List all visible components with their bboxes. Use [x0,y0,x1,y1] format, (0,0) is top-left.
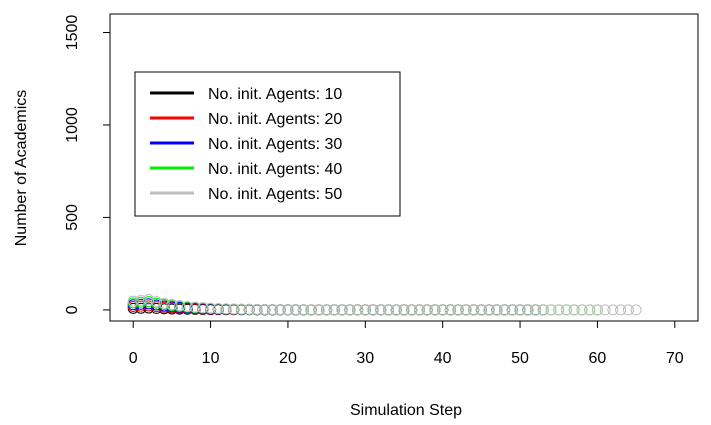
legend: No. init. Agents: 10 No. init. Agents: 20… [134,71,401,217]
data-point [522,304,534,316]
legend-label: No. init. Agents: 40 [208,161,342,178]
data-point [468,304,480,316]
legend-label: No. init. Agents: 20 [208,111,342,128]
data-point [181,300,193,312]
data-point [290,304,302,316]
legend-label: No. init. Agents: 30 [208,136,342,153]
data-point [344,304,356,316]
data-point [274,304,286,316]
y-tick-label: 500 [64,204,81,231]
data-point [545,304,557,316]
data-point [437,304,449,316]
y-axis-label: Number of Academics [13,90,30,247]
data-point [243,303,255,315]
x-axis: 0 10 20 30 40 50 60 70 [129,320,684,367]
data-point [398,304,410,316]
data-point [336,304,348,316]
x-tick-label: 0 [129,350,138,367]
data-point [313,304,325,316]
data-point [429,304,441,316]
data-point [452,304,464,316]
legend-label: No. init. Agents: 50 [208,186,342,203]
data-point [406,304,418,316]
data-point [259,304,271,316]
data-point [553,304,565,316]
data-point [483,304,495,316]
data-point [266,304,278,316]
data-point [375,304,387,316]
data-point [305,304,317,316]
data-point [413,304,425,316]
data-point [421,304,433,316]
x-axis-label: Simulation Step [350,402,462,419]
x-tick-label: 60 [589,350,607,367]
data-point [537,304,549,316]
data-point [150,296,162,308]
data-point [506,304,518,316]
data-point [630,304,642,316]
data-point [189,301,201,313]
data-point [158,297,170,309]
data-point [359,304,371,316]
data-point [530,304,542,316]
y-axis: 0 500 1000 1500 [64,15,111,314]
data-point [514,304,526,316]
data-point [560,304,572,316]
data-point [328,304,340,316]
data-point [352,304,364,316]
data-point [584,304,596,316]
data-points [127,294,642,316]
x-tick-label: 30 [356,350,374,367]
data-point [251,303,263,315]
data-point [127,295,139,307]
data-point [383,304,395,316]
data-point [367,304,379,316]
data-point [212,302,224,314]
data-point [143,294,155,306]
data-point [491,304,503,316]
data-point [615,304,627,316]
data-point [499,304,511,316]
data-point [607,304,619,316]
data-point [220,303,232,315]
y-tick-label: 1500 [64,15,81,51]
data-point [599,304,611,316]
data-point [236,303,248,315]
data-point [297,304,309,316]
data-point [205,302,217,314]
y-tick-label: 0 [64,305,81,314]
data-point [576,304,588,316]
data-point [475,304,487,316]
legend-label: No. init. Agents: 10 [208,86,342,103]
x-tick-label: 70 [666,350,684,367]
data-point [197,302,209,314]
data-point [174,300,186,312]
series-5-points [127,294,642,316]
data-point [166,299,178,311]
x-tick-label: 50 [511,350,529,367]
x-tick-label: 40 [434,350,452,367]
data-point [228,303,240,315]
x-tick-label: 10 [202,350,220,367]
data-point [444,304,456,316]
data-point [135,294,147,306]
data-point [282,304,294,316]
x-tick-label: 20 [279,350,297,367]
data-point [390,304,402,316]
data-point [591,304,603,316]
y-tick-label: 1000 [64,107,81,143]
data-point [568,304,580,316]
data-point [321,304,333,316]
data-point [460,304,472,316]
data-point [622,304,634,316]
